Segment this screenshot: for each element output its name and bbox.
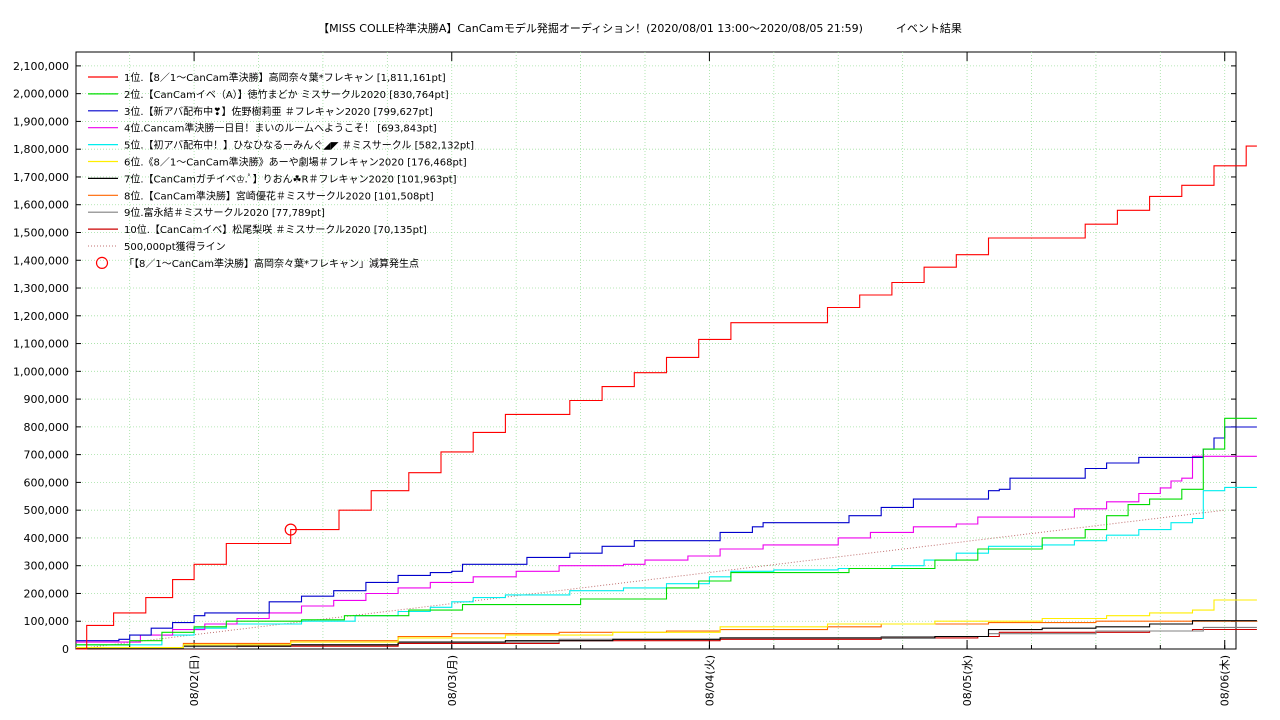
- y-tick-label: 700,000: [24, 449, 70, 462]
- legend-swatch-marker: [95, 256, 109, 269]
- series-line-1: [76, 145, 1257, 650]
- legend-entry-8: 8位.【CanCam準決勝】宮崎優花＃ミスサークル2020 [101,508pt…: [124, 189, 434, 202]
- y-tick-label: 1,100,000: [13, 338, 69, 351]
- y-tick-label: 1,500,000: [13, 226, 69, 239]
- x-tick-label: 08/02(日): [188, 655, 201, 706]
- y-tick-label: 1,000,000: [13, 365, 69, 378]
- series-line-8: [76, 620, 1258, 649]
- y-tick-label: 2,100,000: [13, 60, 69, 73]
- legend-entry-7: 7位.【CanCamガチイベ♔.ﾟ】りおん☘R＃フレキャン2020 [101,9…: [124, 172, 457, 185]
- series-line-3: [76, 426, 1257, 642]
- y-tick-label: 1,600,000: [13, 199, 69, 212]
- y-tick-label: 0: [62, 643, 69, 656]
- series-line-6: [76, 599, 1257, 649]
- y-tick-label: 1,200,000: [13, 310, 69, 323]
- y-tick-label: 500,000: [24, 504, 70, 517]
- legend-entry-5: 5位.【初アバ配布中！】ひなひなるーみんぐ◢◤ ＃ミスサークル [582,132…: [124, 139, 474, 152]
- series-line-7: [76, 620, 1257, 649]
- y-tick-label: 1,700,000: [13, 171, 69, 184]
- y-tick-label: 100,000: [24, 615, 70, 628]
- y-tick-label: 300,000: [24, 560, 70, 573]
- legend-entry-2: 2位.【CanCamイベ（A）】徳竹まどか ミスサークル2020 [830,76…: [124, 88, 449, 101]
- y-tick-label: 1,400,000: [13, 254, 69, 267]
- y-tick-label: 1,900,000: [13, 115, 69, 128]
- legend-entry-4: 4位.Cancam準決勝一日目！まいのルームへようこそ！ [693,843pt]: [124, 122, 437, 135]
- legend-entry-marker: 「【8／1～CanCam準決勝】高岡奈々葉*フレキャン」減算発生点: [124, 257, 419, 270]
- series-line-2: [76, 417, 1257, 646]
- x-tick-label: 08/03(月): [446, 655, 459, 706]
- x-tick-label: 08/06(木): [1219, 655, 1232, 706]
- y-tick-label: 200,000: [24, 587, 70, 600]
- series-line-4: [76, 455, 1257, 643]
- y-tick-label: 600,000: [24, 476, 70, 489]
- x-tick-label: 08/04(火): [703, 655, 716, 706]
- legend-entry-10: 10位.【CanCamイベ】松尾梨咲 ＃ミスサークル2020 [70,135pt…: [124, 223, 427, 236]
- legend-entry-1: 1位.【8／1～CanCam準決勝】高岡奈々葉*フレキャン [1,811,161…: [124, 71, 446, 84]
- legend-entry-6: 6位.《8／1～CanCam準決勝》あーや劇場＃フレキャン2020 [176,4…: [124, 156, 467, 169]
- legend-entry-reference: 500,000pt獲得ライン: [124, 240, 226, 253]
- legend-entry-3: 3位.【新アバ配布中❣】佐野樹莉亜 ＃フレキャン2020 [799,627pt]: [124, 105, 433, 118]
- x-tick-label: 08/05(水): [961, 655, 974, 706]
- y-tick-label: 1,800,000: [13, 143, 69, 156]
- y-tick-label: 400,000: [24, 532, 70, 545]
- legend-entry-9: 9位.富永結＃ミスサークル2020 [77,789pt]: [124, 206, 325, 219]
- reference-line: [75, 509, 1225, 650]
- y-tick-label: 1,300,000: [13, 282, 69, 295]
- y-tick-label: 900,000: [24, 393, 70, 406]
- chart-title: 【MISS COLLE枠準決勝A】CanCamモデル発掘オーディション！(202…: [318, 22, 962, 35]
- y-tick-label: 2,000,000: [13, 88, 69, 101]
- reduction-marker: [284, 523, 297, 536]
- plot-frame: [75, 51, 1237, 650]
- y-tick-label: 800,000: [24, 421, 70, 434]
